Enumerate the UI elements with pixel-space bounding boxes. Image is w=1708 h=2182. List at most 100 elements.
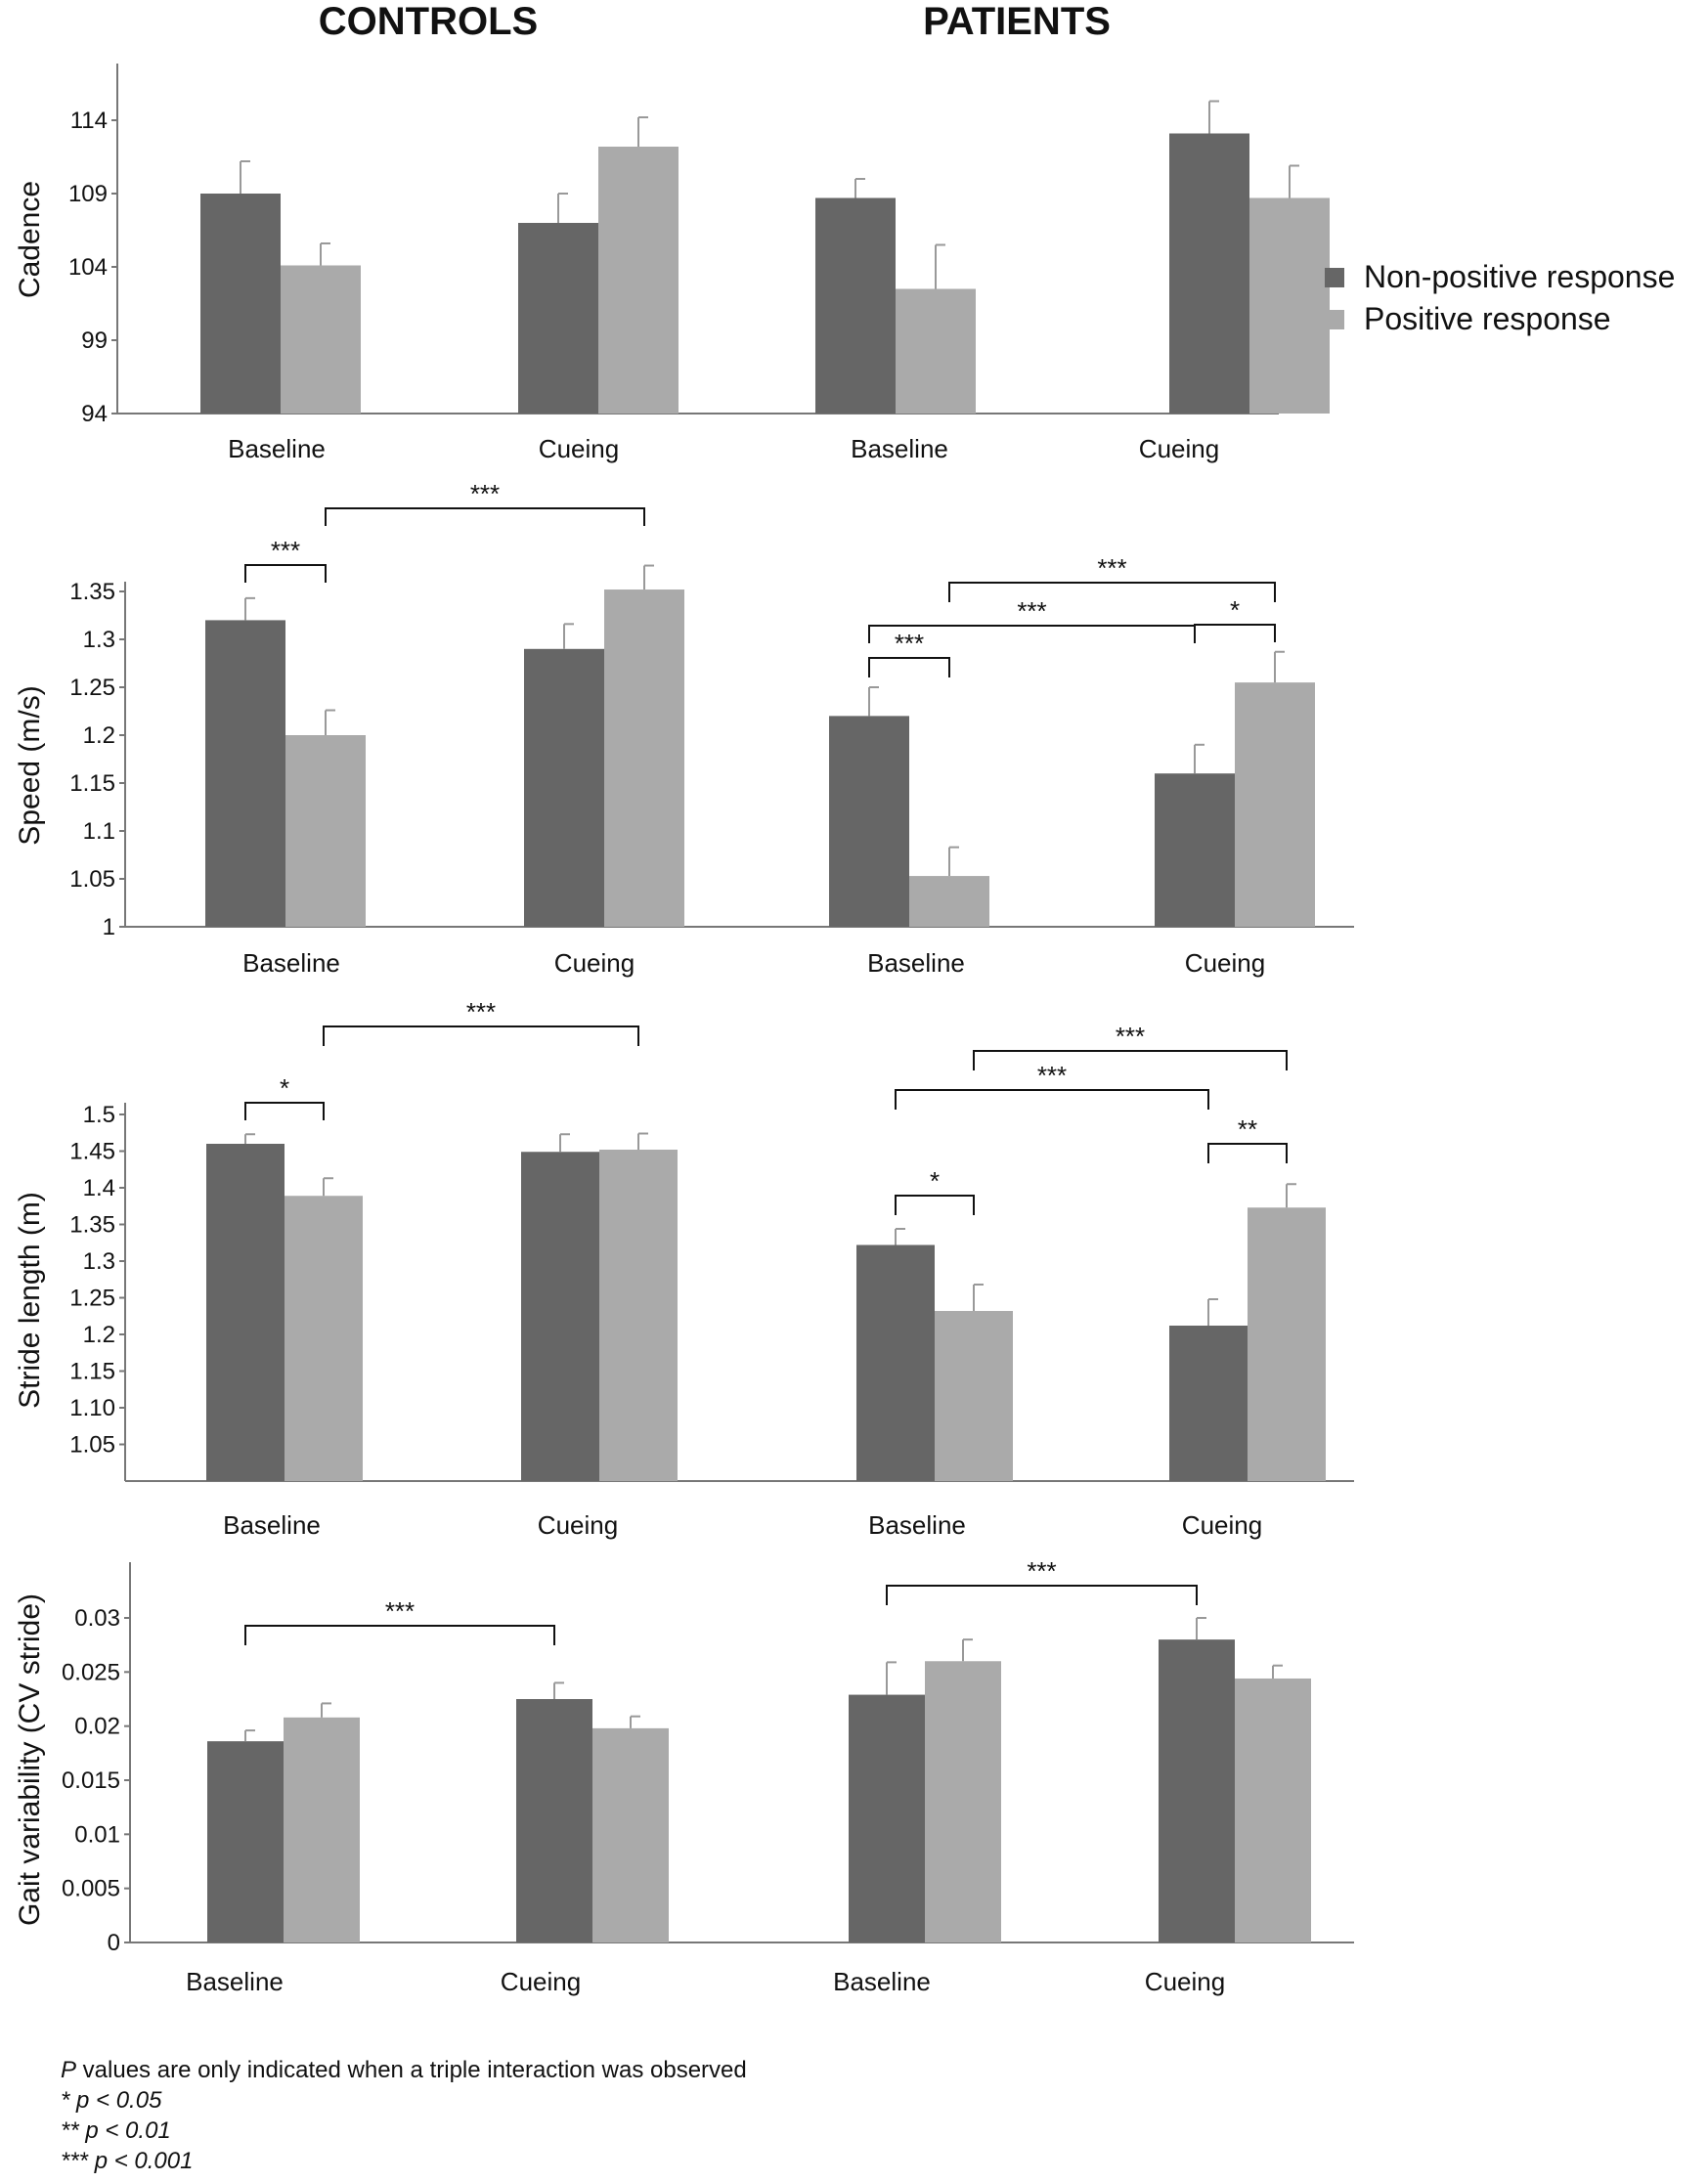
panel3-significance-bracket — [244, 1102, 325, 1120]
panel3-y-tick-label: 1.35 — [69, 1212, 115, 1239]
panel3-y-tick-label: 1.10 — [69, 1395, 115, 1421]
panel2-y-tick-label: 1 — [103, 914, 115, 940]
panel1-y-label: Cadence — [14, 181, 46, 298]
panel3-significance-label: *** — [1116, 1022, 1145, 1051]
panel3-significance-label: ** — [1238, 1114, 1257, 1144]
panel4-category-label-baseline: Baseline — [186, 1967, 284, 1996]
panel2-bar-positive-baseline-2 — [909, 876, 989, 927]
panel3-y-tick-label: 1.45 — [69, 1139, 115, 1165]
panel4-y-tick-label: 0.005 — [62, 1876, 120, 1902]
panel4-significance-bracket — [244, 1625, 555, 1645]
panel2-bar-non-positive-baseline-0 — [205, 620, 285, 927]
panel1-bar-non-positive-baseline-2 — [815, 197, 896, 414]
panel3-bar-non-positive-baseline-0 — [206, 1144, 285, 1481]
panel2-bar-non-positive-cueing-3 — [1155, 773, 1235, 927]
panel4-bar-positive-cueing-3 — [1235, 1678, 1311, 1942]
panel3-bar-non-positive-cueing-3 — [1169, 1326, 1248, 1481]
panel2-significance-label: *** — [1017, 596, 1046, 626]
legend-swatch-non-positive — [1325, 267, 1344, 287]
panel3-significance-label: *** — [466, 997, 496, 1026]
panel2-category-label-baseline: Baseline — [867, 948, 965, 978]
legend: Non-positive response Positive response — [1325, 256, 1675, 340]
panel2-category-label-cueing: Cueing — [1185, 948, 1265, 978]
panel4-bar-non-positive-cueing-3 — [1159, 1639, 1235, 1942]
panel4-bar-positive-baseline-0 — [284, 1717, 360, 1942]
panel1-bar-non-positive-cueing-3 — [1169, 133, 1249, 414]
panel4-bar-positive-baseline-2 — [925, 1661, 1001, 1942]
legend-label-positive: Positive response — [1364, 301, 1611, 336]
panel2-significance-bracket — [948, 582, 1276, 602]
legend-label-non-positive: Non-positive response — [1364, 259, 1676, 294]
panel2-significance-bracket — [868, 657, 950, 677]
panel2-y-tick-label: 1.35 — [69, 579, 115, 605]
footnote-main: P values are only indicated when a tripl… — [61, 2055, 747, 2085]
group-title-controls: CONTROLS — [318, 0, 539, 43]
panel2-category-label-baseline: Baseline — [242, 948, 340, 978]
panel4-y-tick-label: 0.015 — [62, 1767, 120, 1794]
panel3-significance-bracket — [323, 1026, 639, 1046]
panel3-category-label-baseline: Baseline — [223, 1510, 321, 1540]
panel2-y-label: Speed (m/s) — [14, 685, 46, 845]
panel1-category-label-cueing: Cueing — [539, 434, 619, 463]
legend-item-non-positive: Non-positive response — [1325, 256, 1675, 298]
panel3-y-tick-label: 1.4 — [83, 1175, 115, 1201]
panel2-y-tick-label: 1.25 — [69, 675, 115, 701]
footnote-main-text: values are only indicated when a triple … — [76, 2057, 747, 2083]
panel4-y-tick-label: 0.03 — [74, 1605, 120, 1632]
panel3-category-label-cueing: Cueing — [538, 1510, 618, 1540]
panel3-y-tick-label: 1.2 — [83, 1322, 115, 1348]
group-title-patients: PATIENTS — [923, 0, 1111, 43]
panel2-significance-label: * — [1230, 595, 1240, 625]
panel4-bar-non-positive-cueing-1 — [516, 1699, 592, 1942]
panel3-significance-bracket — [973, 1050, 1288, 1070]
panel2-category-label-cueing: Cueing — [554, 948, 635, 978]
panel1-bar-positive-cueing-1 — [598, 147, 679, 414]
panel4-y-tick-label: 0.01 — [74, 1821, 120, 1848]
panel3-bar-non-positive-baseline-2 — [856, 1244, 935, 1481]
panel2-significance-label: *** — [470, 479, 500, 508]
panel3-significance-label: * — [280, 1073, 289, 1103]
panel1-y-tick-label: 109 — [68, 181, 108, 207]
panel3-significance-label: *** — [1037, 1061, 1067, 1090]
panel2-significance-label: *** — [895, 629, 924, 658]
panel1-category-label-baseline: Baseline — [851, 434, 948, 463]
panel3-y-tick-label: 1.05 — [69, 1432, 115, 1459]
panel4-category-label-baseline: Baseline — [833, 1967, 931, 1996]
panel3-y-tick-label: 1.25 — [69, 1286, 115, 1312]
footnote-sig-3: *** p < 0.001 — [61, 2148, 194, 2174]
panel4-significance-label: *** — [1027, 1556, 1056, 1586]
panel2-bar-non-positive-baseline-2 — [829, 716, 909, 927]
panel1-bar-positive-baseline-0 — [281, 265, 361, 414]
panel3-significance-bracket — [895, 1089, 1209, 1110]
panel4-y-label: Gait variability (CV stride) — [14, 1593, 46, 1926]
panel3-y-tick-label: 1.15 — [69, 1359, 115, 1385]
panel4-bar-non-positive-baseline-2 — [849, 1694, 925, 1942]
panel3-bar-positive-baseline-0 — [285, 1196, 363, 1481]
panel4-category-label-cueing: Cueing — [501, 1967, 581, 1996]
panel3-bar-positive-baseline-2 — [935, 1311, 1013, 1481]
panel1-y-tick-label: 99 — [81, 327, 108, 354]
legend-item-positive: Positive response — [1325, 298, 1675, 340]
panel4-y-tick-label: 0 — [108, 1930, 120, 1956]
panel3-bar-positive-cueing-1 — [599, 1150, 678, 1481]
panel4-bar-positive-cueing-1 — [592, 1727, 669, 1942]
panel1-category-label-cueing: Cueing — [1139, 434, 1219, 463]
panel2-significance-label: *** — [271, 536, 300, 565]
panel3-y-label: Stride length (m) — [14, 1192, 46, 1409]
panel1-bar-positive-cueing-3 — [1249, 197, 1330, 414]
panel2-significance-bracket — [244, 564, 327, 583]
panel3-significance-bracket — [895, 1195, 975, 1215]
panel2-y-tick-label: 1.2 — [83, 722, 115, 749]
panel1-y-tick-label: 114 — [70, 108, 108, 134]
panel1-y-tick-label: 104 — [68, 254, 108, 281]
panel2-y-tick-label: 1.3 — [83, 627, 115, 653]
panel1-category-label-baseline: Baseline — [228, 434, 326, 463]
panel3-category-label-cueing: Cueing — [1182, 1510, 1262, 1540]
panel1-y-tick-label: 94 — [81, 401, 108, 427]
panel2-y-tick-label: 1.1 — [83, 818, 115, 845]
panel2-y-tick-label: 1.05 — [69, 866, 115, 893]
panel2-significance-bracket — [1194, 624, 1276, 642]
panel1-bar-non-positive-baseline-0 — [200, 194, 281, 414]
panel3-significance-label: * — [930, 1166, 940, 1196]
